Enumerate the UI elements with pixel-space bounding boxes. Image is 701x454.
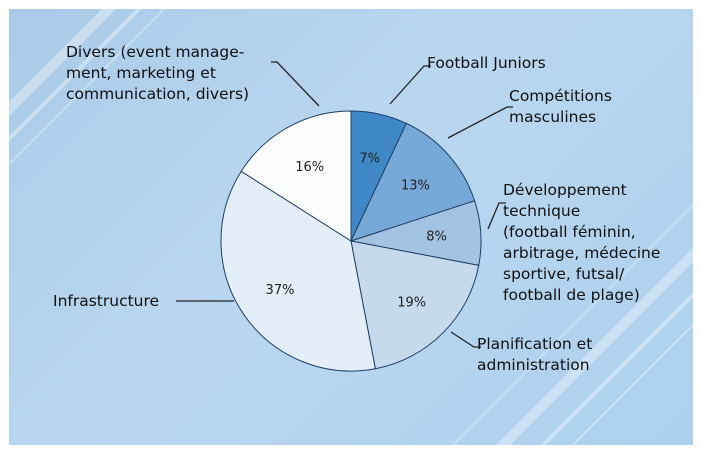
leader-line-developpement <box>487 202 506 230</box>
leader-line-football-juniors <box>389 65 431 105</box>
pie-slice-1 <box>350 122 476 242</box>
slice-percent-label-4: 37% <box>266 283 295 298</box>
slice-label-planification: Planification et administration <box>477 335 593 374</box>
slice-label-infrastructure: Infrastructure <box>53 292 160 310</box>
pie-slice-4 <box>220 170 376 372</box>
slice-label-divers: Divers (event manage- ment, marketing et… <box>66 43 250 103</box>
slice-label-developpement-technique: Développement technique (football fémini… <box>503 181 661 304</box>
slice-percent-label-0: 7% <box>359 151 380 166</box>
slice-percent-label-5: 16% <box>295 160 324 175</box>
chart-panel: 7% 13% 8% 19% 37% 16% Football Juniors Compét… <box>9 9 693 445</box>
background-stripes <box>9 9 693 445</box>
leader-line-divers <box>271 61 320 107</box>
pie-slice-3 <box>350 240 480 370</box>
slice-percent-label-2: 8% <box>426 230 447 245</box>
slice-label-football-juniors: Football Juniors <box>427 54 546 72</box>
leader-line-planification <box>450 331 481 348</box>
slice-label-competitions-masculines: Compétitions masculines <box>509 87 612 126</box>
slice-percent-label-1: 13% <box>401 178 430 193</box>
slice-percent-label-3: 19% <box>397 296 426 311</box>
pie-chart: 7% 13% 8% 19% 37% 16% <box>176 61 513 372</box>
leader-line-competitions <box>447 106 513 139</box>
pie-slice-5 <box>240 110 352 242</box>
